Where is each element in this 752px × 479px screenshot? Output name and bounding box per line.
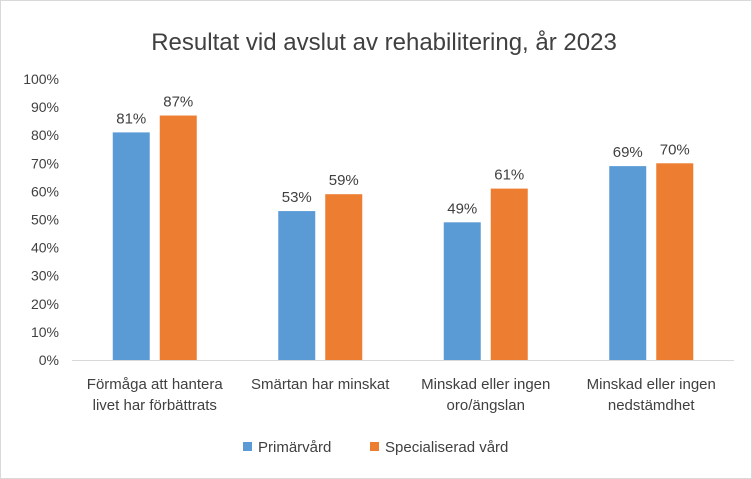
- x-tick-label: Minskad eller ingen: [421, 376, 550, 393]
- data-label: 81%: [116, 110, 146, 127]
- bar: [159, 115, 197, 360]
- data-label: 59%: [329, 172, 359, 189]
- legend-label: Primärvård: [258, 439, 331, 456]
- y-axis: 0% 10% 20% 30% 40% 50% 60% 70% 80% 90% 100%: [23, 71, 59, 368]
- y-tick-label: 10%: [31, 324, 59, 340]
- y-tick-label: 0%: [39, 352, 59, 368]
- y-tick-label: 60%: [31, 183, 59, 199]
- data-label: 53%: [282, 189, 312, 206]
- x-tick-label: Förmåga att hantera: [87, 376, 224, 393]
- y-tick-label: 40%: [31, 240, 59, 256]
- x-tick-label: livet har förbättrats: [93, 397, 217, 414]
- bar: [656, 163, 694, 360]
- bar: [609, 166, 647, 360]
- legend: Primärvård Specialiserad vård: [243, 439, 508, 456]
- bar: [112, 132, 150, 360]
- legend-swatch: [370, 442, 379, 451]
- data-labels: 81% 87% 53% 59% 49% 61% 69% 70%: [116, 94, 690, 218]
- legend-label: Specialiserad vård: [385, 439, 508, 456]
- data-label: 87%: [163, 94, 193, 111]
- chart-title: Resultat vid avslut av rehabilitering, å…: [151, 29, 617, 56]
- x-axis: Förmåga att hantera livet har förbättrats…: [72, 360, 734, 414]
- legend-swatch: [243, 442, 252, 451]
- data-label: 69%: [613, 144, 643, 161]
- bars: [112, 115, 694, 360]
- bar: [490, 188, 528, 360]
- y-tick-label: 100%: [23, 71, 59, 87]
- y-tick-label: 50%: [31, 212, 59, 228]
- data-label: 49%: [447, 200, 477, 217]
- y-tick-label: 90%: [31, 99, 59, 115]
- bar: [443, 222, 481, 360]
- bar: [278, 211, 316, 360]
- y-tick-label: 80%: [31, 127, 59, 143]
- y-tick-label: 30%: [31, 268, 59, 284]
- data-label: 61%: [494, 167, 524, 184]
- x-tick-label: Smärtan har minskat: [251, 376, 390, 393]
- x-tick-label: Minskad eller ingen: [587, 376, 716, 393]
- y-tick-label: 70%: [31, 155, 59, 171]
- data-label: 70%: [660, 141, 690, 158]
- y-tick-label: 20%: [31, 296, 59, 312]
- bar: [325, 194, 363, 360]
- x-tick-label: nedstämdhet: [608, 397, 696, 414]
- x-tick-label: oro/ängslan: [447, 397, 525, 414]
